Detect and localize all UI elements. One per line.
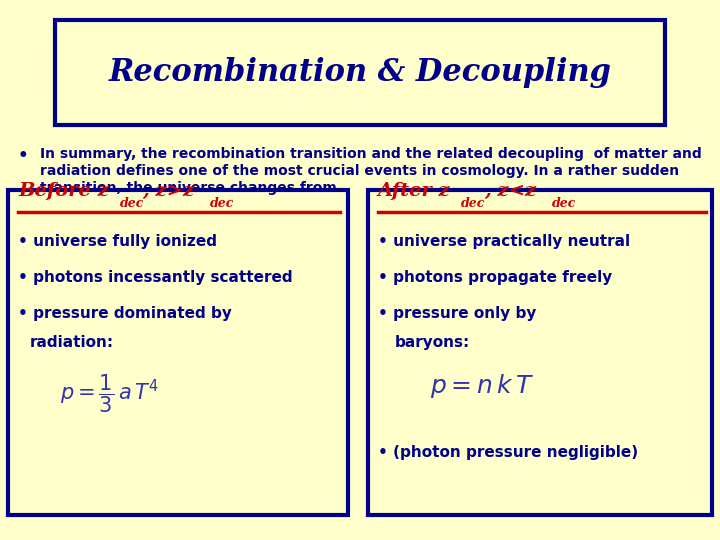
Text: • (photon pressure negligible): • (photon pressure negligible) — [378, 445, 638, 460]
Text: , z>z: , z>z — [142, 182, 194, 200]
Text: , z<z: , z<z — [484, 182, 536, 200]
Text: radiation defines one of the most crucial events in cosmology. In a rather sudde: radiation defines one of the most crucia… — [40, 164, 679, 178]
Text: Recombination & Decoupling: Recombination & Decoupling — [109, 57, 611, 89]
FancyBboxPatch shape — [368, 190, 712, 515]
Text: In summary, the recombination transition and the related decoupling  of matter a: In summary, the recombination transition… — [40, 147, 702, 161]
Text: $p = n\,k\,T$: $p = n\,k\,T$ — [430, 372, 534, 400]
Text: dec: dec — [210, 197, 235, 210]
Text: $p = \dfrac{1}{3}\,a\,T^4$: $p = \dfrac{1}{3}\,a\,T^4$ — [60, 372, 159, 415]
FancyBboxPatch shape — [55, 20, 665, 125]
Text: radiation:: radiation: — [30, 335, 114, 350]
Text: Before z: Before z — [18, 182, 109, 200]
Text: • pressure only by: • pressure only by — [378, 306, 536, 321]
Text: • universe practically neutral: • universe practically neutral — [378, 234, 630, 249]
Text: • universe fully ionized: • universe fully ionized — [18, 234, 217, 249]
Text: dec: dec — [120, 197, 145, 210]
Text: • pressure dominated by: • pressure dominated by — [18, 306, 232, 321]
Text: transition, the universe changes from: transition, the universe changes from — [40, 181, 337, 195]
Text: • photons incessantly scattered: • photons incessantly scattered — [18, 270, 292, 285]
Text: baryons:: baryons: — [395, 335, 470, 350]
Text: dec: dec — [461, 197, 485, 210]
Text: •: • — [18, 147, 29, 165]
FancyBboxPatch shape — [8, 190, 348, 515]
Text: dec: dec — [552, 197, 577, 210]
Text: After z: After z — [378, 182, 451, 200]
Text: • photons propagate freely: • photons propagate freely — [378, 270, 612, 285]
